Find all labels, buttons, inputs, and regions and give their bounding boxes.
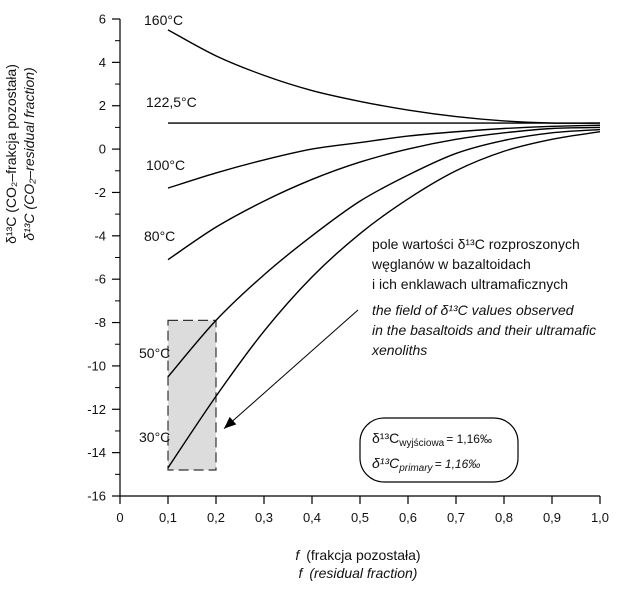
annotation-pl-line: pole wartości δ¹³C rozproszonych [372,236,580,252]
x-axis-variable-en: f [299,565,305,581]
primary-value-en-value: = 1,16‰ [435,457,481,471]
x-axis-ticks: 0 0,1 0,2 0,3 0,4 0,5 0,6 0,7 0,8 0,9 1,0 [116,496,609,525]
series-label: 50°C [139,345,170,361]
curves [167,29,601,469]
x-tick-label: 0 [116,510,123,525]
x-tick-label: 0,7 [447,510,465,525]
x-axis-label-pl: f (frakcja pozostała) [295,547,420,563]
series-line [167,124,601,189]
annotation-pl-line: i ich enklawach ultramaficznych [372,276,568,292]
y-axis-label-en: δ¹³C (CO₂–residual fraction) [21,67,37,240]
y-tick-label: -10 [87,358,106,373]
series-label: 122,5°C [146,94,197,110]
primary-value-pl-value: = 1,16‰ [446,432,492,446]
series-label: 160°C [144,12,183,28]
x-tick-label: 1,0 [591,510,609,525]
y-tick-label: -14 [87,445,106,460]
basaltoid-field-area [167,319,217,471]
x-tick-label: 0,2 [207,510,225,525]
primary-value-en: δ¹³Cprimary = 1,16‰ [372,455,480,474]
x-axis-label-en-text: (residual fraction) [309,565,417,581]
primary-value-pl: δ¹³Cwyjściowa = 1,16‰ [372,430,492,449]
curve-labels: 160°C 122,5°C 100°C 80°C 50°C 30°C [139,12,197,445]
field-annotation: pole wartości δ¹³C rozproszonych węglanów… [371,236,596,358]
x-tick-label: 0,5 [351,510,369,525]
x-tick-label: 0,3 [255,510,273,525]
x-axis-variable: f [295,547,301,563]
primary-value-pl-sub: wyjściowa [398,438,444,449]
y-axis-ticks: 6 4 2 0 -2 -4 -6 -8 -10 -12 -14 -16 [87,12,120,504]
series-line [167,126,601,261]
x-axis-label-en: f (residual fraction) [299,565,418,581]
y-tick-label: 6 [99,12,106,27]
y-tick-label: -4 [94,228,106,243]
annotation-en-line: the field of δ¹³C values observed [372,302,575,318]
annotation-arrow-line [223,309,359,429]
annotation-en-line: in the basaltoids and their ultramafic [372,322,596,338]
y-axis-label-group: δ¹³C (CO₂–frakcja pozostała) δ¹³C (CO₂–r… [3,64,37,244]
annotation-arrow-head [224,416,237,429]
y-tick-label: 4 [99,55,106,70]
primary-value-en-sub: primary [398,463,433,474]
y-tick-label: 0 [99,142,106,157]
x-tick-label: 0,8 [495,510,513,525]
x-axis-label-pl-text: (frakcja pozostała) [306,547,420,563]
series-line [167,128,601,378]
series-label: 80°C [144,228,175,244]
series-label: 100°C [146,157,185,173]
y-tick-label: -16 [87,489,106,504]
primary-value-pl-symbol: δ¹³C [372,430,399,446]
y-axis-label-pl: δ¹³C (CO₂–frakcja pozostała) [3,64,19,244]
y-tick-label: -2 [94,185,106,200]
primary-value-en-symbol: δ¹³C [372,455,400,471]
y-tick-label: 2 [99,98,106,113]
series-label: 30°C [139,429,170,445]
y-tick-label: -6 [94,272,106,287]
x-tick-label: 0,1 [159,510,177,525]
x-tick-label: 0,6 [399,510,417,525]
series-line [167,29,601,124]
x-tick-label: 0,4 [303,510,321,525]
primary-value-box [359,417,519,483]
series-line [167,131,601,469]
annotation-pl-line: węglanów w bazaltoidach [371,256,531,272]
x-tick-label: 0,9 [543,510,561,525]
annotation-en-line: xenoliths [371,342,427,358]
y-tick-label: -12 [87,402,106,417]
y-tick-label: -8 [94,315,106,330]
